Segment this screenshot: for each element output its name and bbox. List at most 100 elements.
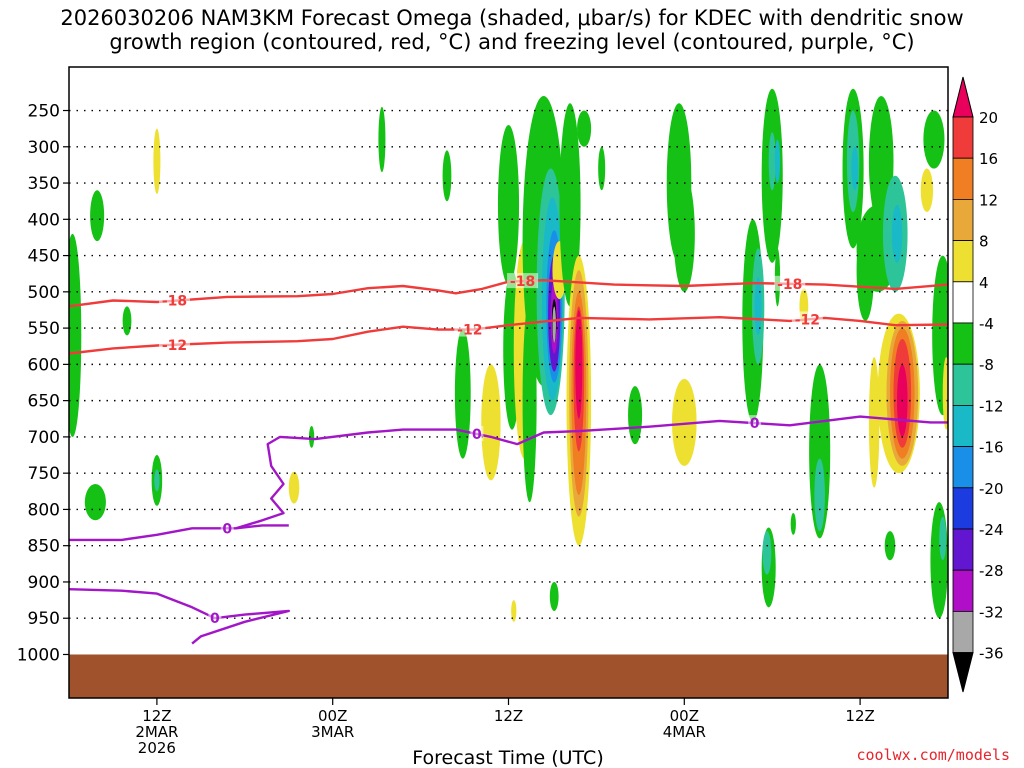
contour-line	[69, 588, 290, 645]
contour-label: -18	[777, 277, 802, 293]
omega-cell	[90, 190, 105, 242]
colorbar-label: -4	[979, 315, 994, 333]
omega-cell	[153, 128, 161, 194]
omega-cell	[930, 502, 948, 619]
colorbar-label: -16	[979, 439, 1004, 457]
contour-label-bg	[774, 275, 806, 291]
omega-shading	[69, 88, 948, 622]
y-tick-label: 800	[28, 500, 60, 520]
y-tick-label: 300	[28, 138, 60, 158]
omega-cell	[598, 146, 606, 191]
y-tick-label: 650	[28, 392, 60, 412]
y-tick-label: 450	[28, 247, 60, 267]
omega-cell	[288, 471, 300, 504]
colorbar-label: -12	[979, 397, 1004, 415]
contour-label-bg	[791, 311, 823, 327]
omega-cell	[84, 484, 106, 521]
omega-cell	[923, 110, 945, 169]
colorbar-bottom-arrow	[952, 652, 974, 693]
omega-cell	[378, 106, 386, 173]
omega-cell	[814, 458, 825, 532]
omega-cell	[932, 255, 948, 416]
omega-cell	[454, 328, 471, 459]
colorbar-label: 20	[979, 109, 998, 127]
terrain-fill	[69, 654, 948, 698]
omega-cell	[628, 386, 643, 445]
terrain	[69, 654, 948, 698]
omega-cell	[511, 600, 517, 622]
x-tick-label: 12Z	[494, 707, 523, 725]
y-tick-label: 250	[28, 102, 60, 122]
omega-colorbar: 20 16 12 8 4 -4 -8 -12 -16 -20 -24 -28 -32 -36	[952, 76, 1004, 693]
x-tick-label: 2MAR	[135, 723, 178, 741]
colorbar-label: 8	[979, 233, 989, 251]
contour-label: 0	[210, 611, 220, 627]
contour-line	[69, 524, 289, 542]
omega-cell	[884, 531, 896, 561]
x-axis-label: Forecast Time (UTC)	[412, 747, 603, 768]
x-tick-label: 00Z	[670, 707, 699, 725]
colorbar-swatch	[952, 116, 974, 159]
contour-label: -18	[162, 294, 187, 310]
x-tick-label: 2026	[138, 739, 176, 757]
contour-label-bg	[158, 336, 190, 352]
x-tick-label: 00Z	[318, 707, 347, 725]
contour-line	[235, 415, 948, 530]
omega-cell	[768, 132, 776, 191]
colorbar-swatch	[952, 569, 974, 612]
y-tick-label: 950	[28, 609, 60, 629]
y-tick-label: 700	[28, 428, 60, 448]
chart-title: 2026030206 NAM3KM Forecast Omega (shaded…	[0, 6, 1024, 54]
omega-cell	[308, 426, 315, 448]
colorbar-swatch	[952, 528, 974, 571]
colorbar-swatch	[952, 322, 974, 365]
y-tick-label: 1000	[17, 645, 60, 665]
x-tick-label: 12Z	[142, 707, 171, 725]
colorbar-swatch	[952, 240, 974, 283]
x-tick-label: 4MAR	[663, 723, 706, 741]
y-tick-label: 850	[28, 537, 60, 557]
omega-cell	[851, 146, 859, 191]
omega-cell	[575, 309, 583, 419]
x-tick-label: 12Z	[845, 707, 874, 725]
omega-cell	[122, 306, 132, 336]
colorbar-swatch	[952, 363, 974, 406]
contour-label-bg	[208, 610, 222, 626]
colorbar-label: -36	[979, 645, 1004, 663]
chart-title-line1: 2026030206 NAM3KM Forecast Omega (shaded…	[60, 6, 964, 30]
colorbar-swatch	[952, 446, 974, 489]
contour-label-bg	[158, 292, 190, 308]
omega-cell	[754, 277, 762, 336]
contour-label: 0	[472, 427, 482, 443]
omega-cell	[671, 378, 697, 466]
contour-label-bg	[220, 520, 234, 536]
y-axis: 250 300 350 400 450 500 550 600 650 700 750 800 850 9…	[17, 102, 69, 665]
colorbar-swatch	[952, 281, 974, 324]
contour-label: 0	[222, 521, 232, 537]
colorbar-label: 4	[979, 274, 989, 292]
y-tick-label: 900	[28, 573, 60, 593]
omega-cell	[920, 168, 934, 213]
colorbar-swatch	[952, 157, 974, 200]
omega-cell	[673, 175, 695, 292]
omega-cell	[69, 233, 82, 437]
contour-label: -18	[510, 274, 535, 290]
omega-cell	[481, 364, 501, 481]
contour-label-bg	[470, 425, 484, 441]
y-tick-label: 350	[28, 174, 60, 194]
omega-cell	[442, 150, 452, 202]
y-tick-label: 400	[28, 210, 60, 230]
contour-label: 0	[750, 416, 760, 432]
omega-cell	[762, 531, 772, 575]
colorbar-swatch	[952, 487, 974, 530]
omega-cell	[868, 357, 880, 488]
x-tick-label: 3MAR	[311, 723, 354, 741]
contour-label-bg	[507, 273, 539, 289]
colorbar-label: 12	[979, 191, 998, 209]
omega-cell	[154, 469, 160, 492]
omega-cell	[939, 516, 947, 561]
contour-label-bg	[454, 321, 486, 337]
omega-cell	[549, 581, 559, 611]
